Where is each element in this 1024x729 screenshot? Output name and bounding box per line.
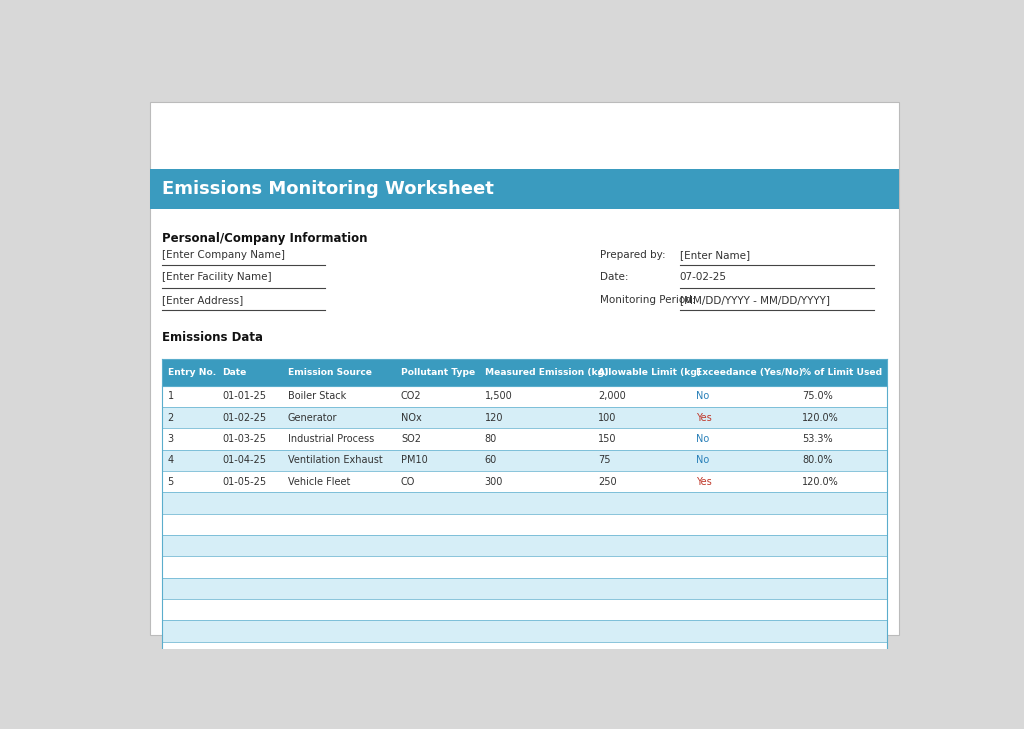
- Text: 80.0%: 80.0%: [802, 455, 833, 465]
- Text: Vehicle Fleet: Vehicle Fleet: [288, 477, 350, 486]
- Text: 120.0%: 120.0%: [802, 477, 839, 486]
- Text: Date:: Date:: [600, 272, 629, 282]
- Text: Monitoring Period:: Monitoring Period:: [600, 295, 695, 305]
- Text: 120.0%: 120.0%: [802, 413, 839, 423]
- Text: Yes: Yes: [696, 413, 712, 423]
- FancyBboxPatch shape: [162, 450, 888, 471]
- Text: 120: 120: [484, 413, 503, 423]
- Text: SO2: SO2: [401, 434, 421, 444]
- Text: Yes: Yes: [696, 477, 712, 486]
- Text: Emissions Data: Emissions Data: [162, 331, 263, 344]
- FancyBboxPatch shape: [162, 428, 888, 450]
- FancyBboxPatch shape: [162, 556, 888, 577]
- FancyBboxPatch shape: [162, 386, 888, 407]
- Text: 01-04-25: 01-04-25: [222, 455, 266, 465]
- Text: 5: 5: [168, 477, 174, 486]
- Text: PM10: PM10: [401, 455, 428, 465]
- Text: 75.0%: 75.0%: [802, 391, 833, 401]
- Text: Measured Emission (kg): Measured Emission (kg): [484, 367, 608, 377]
- Text: 07-02-25: 07-02-25: [680, 272, 727, 282]
- Text: No: No: [696, 391, 710, 401]
- Text: Ventilation Exhaust: Ventilation Exhaust: [288, 455, 383, 465]
- FancyBboxPatch shape: [162, 535, 888, 556]
- Text: 53.3%: 53.3%: [802, 434, 833, 444]
- Text: 60: 60: [484, 455, 497, 465]
- Text: Boiler Stack: Boiler Stack: [288, 391, 346, 401]
- Text: [MM/DD/YYYY - MM/DD/YYYY]: [MM/DD/YYYY - MM/DD/YYYY]: [680, 295, 829, 305]
- FancyBboxPatch shape: [162, 577, 888, 599]
- Text: 75: 75: [598, 455, 610, 465]
- FancyBboxPatch shape: [151, 169, 899, 209]
- FancyBboxPatch shape: [151, 101, 899, 635]
- Text: Pollutant Type: Pollutant Type: [401, 367, 475, 377]
- FancyBboxPatch shape: [162, 599, 888, 620]
- FancyBboxPatch shape: [162, 492, 888, 513]
- Text: Entry No.: Entry No.: [168, 367, 216, 377]
- Text: No: No: [696, 434, 710, 444]
- FancyBboxPatch shape: [162, 359, 888, 386]
- Text: CO: CO: [401, 477, 416, 486]
- Text: Date: Date: [222, 367, 247, 377]
- Text: [Enter Facility Name]: [Enter Facility Name]: [162, 272, 271, 282]
- Text: 01-02-25: 01-02-25: [222, 413, 266, 423]
- Text: Emissions Monitoring Worksheet: Emissions Monitoring Worksheet: [162, 180, 494, 198]
- Text: 2,000: 2,000: [598, 391, 626, 401]
- Text: [Enter Company Name]: [Enter Company Name]: [162, 250, 285, 260]
- FancyBboxPatch shape: [162, 620, 888, 642]
- FancyBboxPatch shape: [162, 407, 888, 428]
- Text: [Enter Name]: [Enter Name]: [680, 250, 750, 260]
- FancyBboxPatch shape: [162, 513, 888, 535]
- Text: Exceedance (Yes/No): Exceedance (Yes/No): [696, 367, 803, 377]
- FancyBboxPatch shape: [162, 642, 888, 663]
- Text: 3: 3: [168, 434, 174, 444]
- Text: CO2: CO2: [401, 391, 422, 401]
- Text: 01-05-25: 01-05-25: [222, 477, 266, 486]
- Text: Industrial Process: Industrial Process: [288, 434, 374, 444]
- Text: 01-01-25: 01-01-25: [222, 391, 266, 401]
- Text: 2: 2: [168, 413, 174, 423]
- Text: No: No: [696, 455, 710, 465]
- Text: Allowable Limit (kg): Allowable Limit (kg): [598, 367, 700, 377]
- Text: 01-03-25: 01-03-25: [222, 434, 266, 444]
- Text: Prepared by:: Prepared by:: [600, 250, 666, 260]
- Text: 100: 100: [598, 413, 616, 423]
- Text: 300: 300: [484, 477, 503, 486]
- Text: 1: 1: [168, 391, 174, 401]
- Text: 150: 150: [598, 434, 616, 444]
- Text: 1,500: 1,500: [484, 391, 513, 401]
- Text: 4: 4: [168, 455, 174, 465]
- Text: 80: 80: [484, 434, 497, 444]
- Text: Generator: Generator: [288, 413, 338, 423]
- Text: 250: 250: [598, 477, 616, 486]
- Text: Personal/Company Information: Personal/Company Information: [162, 232, 368, 245]
- Text: Emission Source: Emission Source: [288, 367, 372, 377]
- Text: % of Limit Used: % of Limit Used: [802, 367, 882, 377]
- Text: [Enter Address]: [Enter Address]: [162, 295, 244, 305]
- Text: NOx: NOx: [401, 413, 422, 423]
- FancyBboxPatch shape: [162, 471, 888, 492]
